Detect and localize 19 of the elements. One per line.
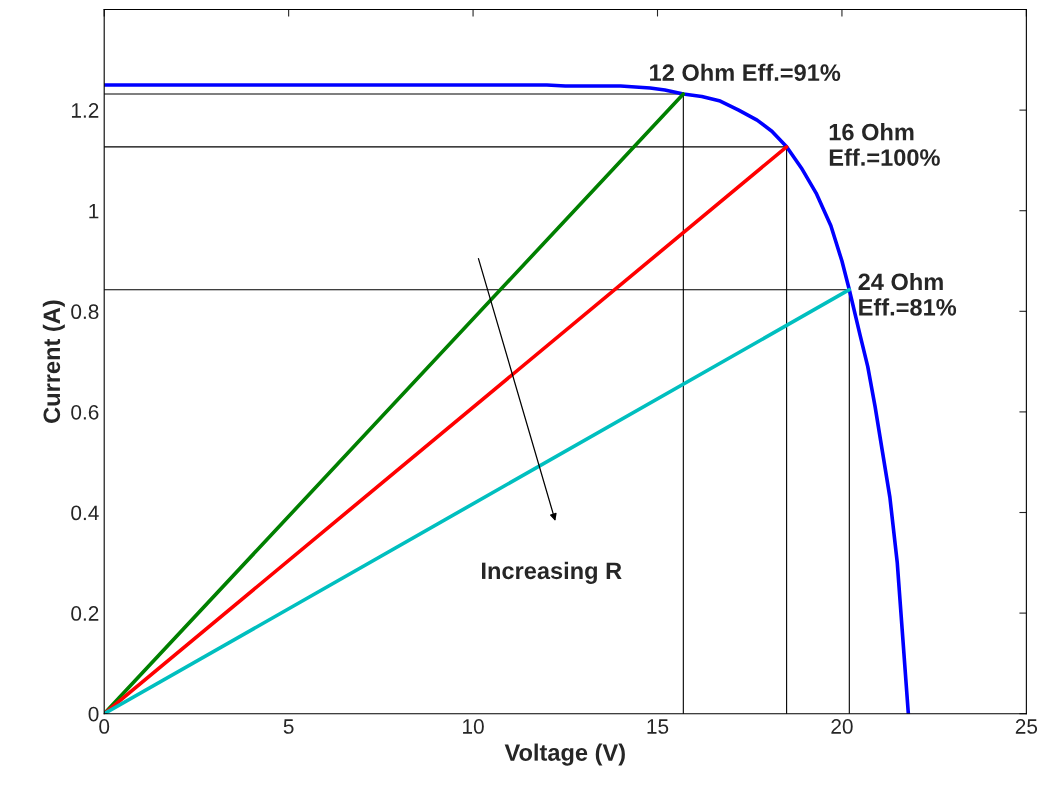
- x-tick-label: 10: [463, 719, 484, 734]
- annotation: 16 Ohm Eff.=100%: [829, 123, 940, 166]
- annotation: 24 Ohm Eff.=81%: [858, 272, 957, 316]
- y-axis-title: Current (A): [42, 300, 65, 423]
- y-tick-label: 0.4: [71, 505, 99, 521]
- x-tick-label: 20: [831, 719, 853, 734]
- y-tick-label: 1.2: [71, 103, 99, 118]
- y-tick-label: 0.6: [71, 404, 99, 420]
- y-tick-label: 0: [88, 706, 99, 722]
- y-tick-label: 0.8: [71, 304, 99, 320]
- x-tick-label: 15: [647, 719, 669, 734]
- y-tick-label: 1: [89, 203, 99, 219]
- annotation: Increasing R: [482, 561, 622, 584]
- x-tick-label: 25: [1015, 719, 1038, 734]
- annotation: 12 Ohm Eff.=91%: [650, 63, 841, 82]
- x-tick-label: 0: [99, 719, 110, 734]
- x-axis-title: Voltage (V): [504, 743, 625, 766]
- y-tick-label: 0.2: [71, 606, 99, 621]
- x-tick-label: 5: [283, 719, 294, 734]
